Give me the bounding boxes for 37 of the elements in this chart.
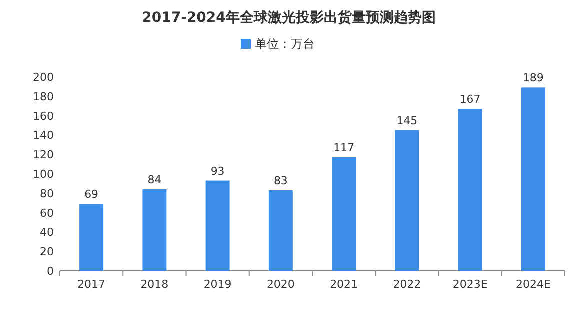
bar bbox=[268, 190, 293, 271]
x-tick-label: 2019 bbox=[204, 278, 232, 291]
x-tick-label: 2017 bbox=[78, 278, 106, 291]
x-tick-label: 2022 bbox=[393, 278, 422, 291]
data-label: 189 bbox=[522, 72, 544, 85]
bar bbox=[332, 158, 356, 271]
y-tick-label: 80 bbox=[40, 187, 54, 200]
bar bbox=[142, 190, 167, 271]
y-tick-label: 120 bbox=[33, 148, 54, 162]
y-tick-label: 40 bbox=[40, 226, 54, 240]
y-tick-label: 200 bbox=[33, 71, 54, 84]
y-tick-label: 140 bbox=[33, 129, 54, 142]
data-label: 145 bbox=[396, 114, 418, 128]
bar bbox=[521, 88, 546, 271]
data-label: 117 bbox=[334, 142, 355, 155]
bar bbox=[395, 130, 420, 271]
y-tick-label: 60 bbox=[40, 206, 54, 220]
data-label: 69 bbox=[84, 188, 99, 202]
bar bbox=[80, 204, 104, 271]
y-tick-label: 180 bbox=[33, 90, 54, 104]
legend-label: 单位：万台 bbox=[255, 37, 315, 51]
x-tick-label: 2020 bbox=[266, 278, 295, 291]
data-label: 167 bbox=[460, 93, 481, 106]
y-tick-label: 100 bbox=[33, 168, 54, 181]
y-tick-label: 160 bbox=[33, 110, 54, 123]
x-tick-label: 2023E bbox=[452, 278, 488, 291]
y-tick-label: 20 bbox=[40, 246, 54, 259]
x-tick-label: 2024E bbox=[516, 278, 551, 291]
y-tick-label: 0 bbox=[47, 265, 54, 278]
x-tick-label: 2021 bbox=[330, 278, 358, 291]
data-label: 84 bbox=[148, 174, 162, 187]
bar bbox=[458, 109, 482, 271]
x-tick-label: 2018 bbox=[140, 278, 169, 291]
data-label: 93 bbox=[210, 164, 225, 178]
bar bbox=[206, 180, 230, 271]
data-label: 83 bbox=[274, 174, 288, 188]
chart-title: 2017-2024年全球激光投影出货量预测趋势图 bbox=[142, 10, 436, 26]
